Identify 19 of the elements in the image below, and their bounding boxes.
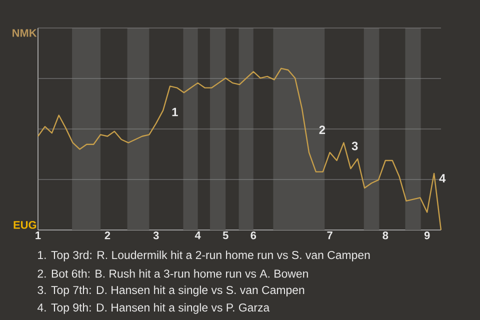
x-tick-label: 1 (36, 232, 41, 240)
text: NMK (12, 29, 37, 37)
x-tick-label: 9 (424, 232, 430, 240)
annotation: 3 (352, 142, 358, 150)
text: 3. Top 7th: D. Hansen hit a single vs S. van Campen (38, 286, 304, 296)
text: EUG (14, 221, 36, 229)
x-tick-label: 4 (194, 232, 201, 240)
text: 4. Top 9th: D. Hansen hit a single vs P. Garza (37, 303, 270, 314)
text: 2. Bot 6th: B. Rush hit a 3-run home run vs A. Bowen (38, 269, 308, 278)
x-tick-label: 8 (382, 232, 388, 240)
x-tick-label: 2 (104, 232, 110, 240)
annotation: 1 (172, 108, 178, 116)
x-tick-label: 3 (153, 232, 159, 240)
text: 1. Top 3rd: R. Loudermilk hit a 2-run home run vs S. van Campen (38, 250, 370, 262)
x-tick-label: 6 (250, 232, 256, 240)
annotation: 2 (319, 126, 326, 134)
x-tick-label: 5 (222, 232, 228, 240)
annotation: 4 (439, 174, 446, 182)
x-tick-label: 7 (327, 232, 332, 240)
